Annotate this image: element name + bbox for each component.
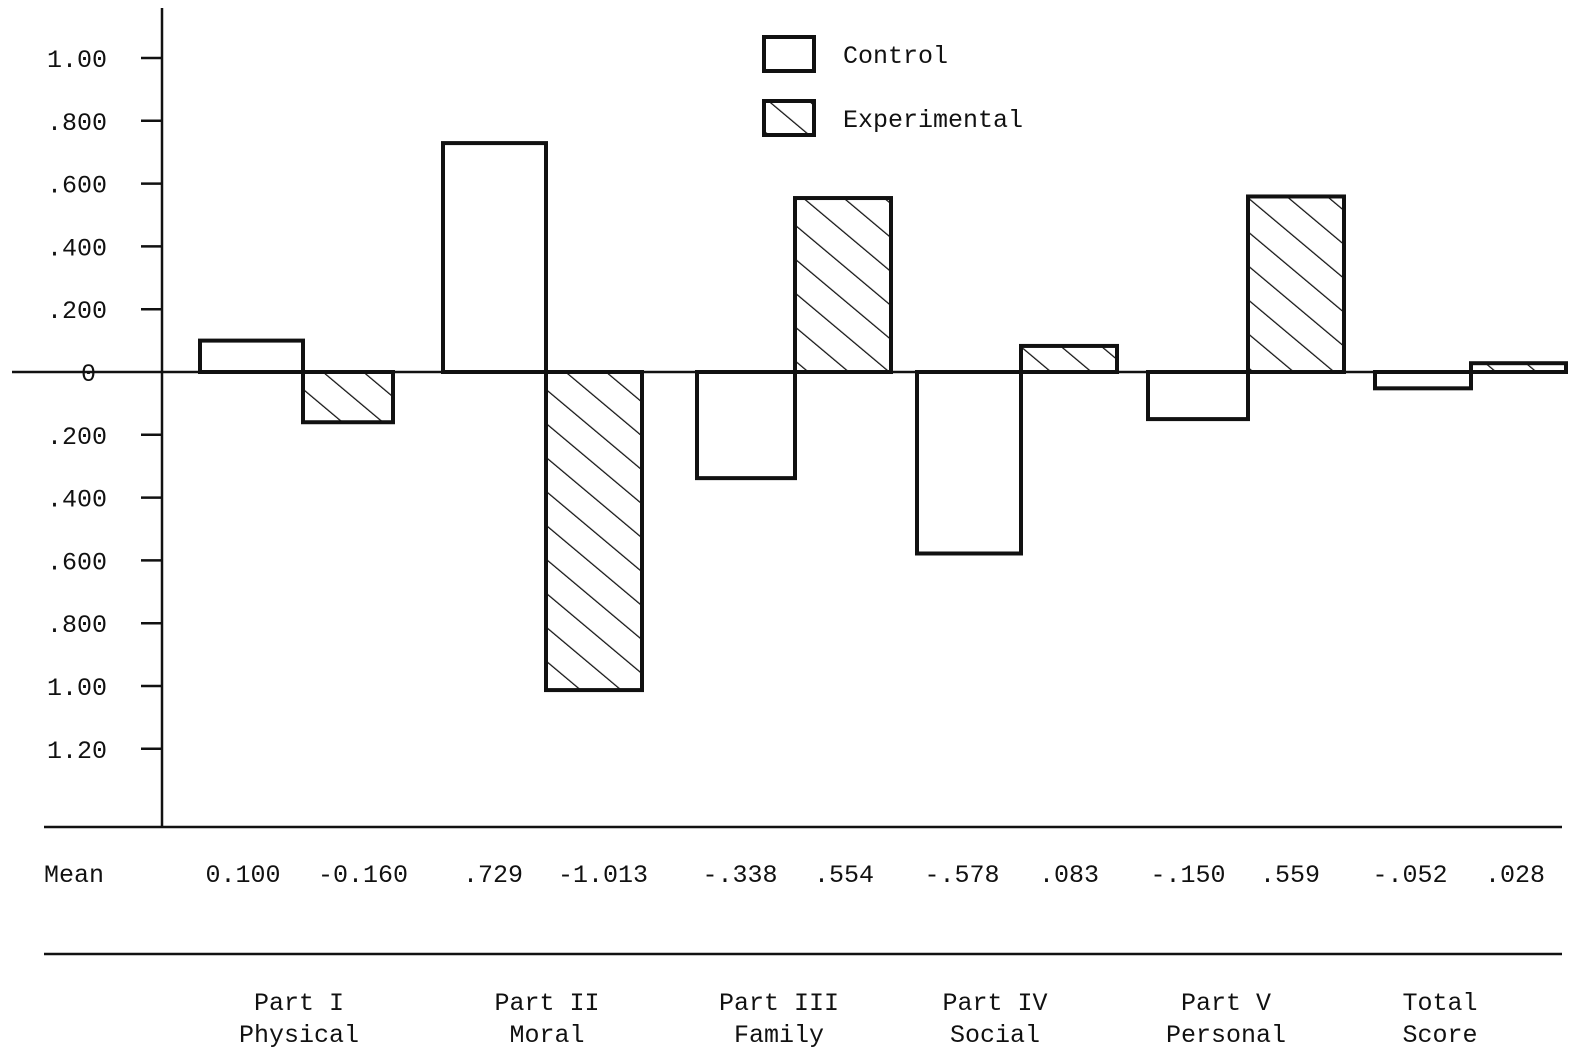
y-tick-label: .600 <box>47 548 107 577</box>
category-label-line1: Total <box>1402 989 1477 1018</box>
control-bar-6 <box>1373 370 1473 391</box>
axes <box>12 8 1562 956</box>
category-labels: Part I Physical Part II Moral Part III Family… <box>239 989 1478 1050</box>
category-label-line1: Part I <box>254 989 344 1018</box>
category-label-line1: Part III <box>719 989 839 1018</box>
y-tick-label: 1.00 <box>47 46 107 75</box>
control-bar-1 <box>198 338 305 375</box>
experimental-bar-4 <box>1019 343 1119 374</box>
mean-control-6: -.052 <box>1372 861 1447 890</box>
mean-experimental-3: .554 <box>814 861 874 890</box>
mean-control-3: -.338 <box>702 861 777 890</box>
legend-swatch-experimental <box>762 99 816 137</box>
y-tick-label: .800 <box>47 611 107 640</box>
category-label-line1: Part IV <box>942 989 1047 1018</box>
y-tick-label: .400 <box>47 234 107 263</box>
y-tick-label: .600 <box>47 172 107 201</box>
experimental-bar-2 <box>544 370 644 693</box>
mean-experimental-2: -1.013 <box>558 861 648 890</box>
control-bar-2 <box>441 141 548 374</box>
experimental-bar-3 <box>793 196 893 374</box>
experimental-bar-6 <box>1469 361 1568 375</box>
bars <box>198 141 1568 693</box>
mean-experimental-5: .559 <box>1260 861 1320 890</box>
legend: Control Experimental <box>762 35 1023 137</box>
mean-value-row: Mean 0.100 .729 -.338 -.578 -.150 -.052 -0.160… <box>44 861 1545 890</box>
control-bar-4 <box>915 370 1023 556</box>
y-tick-label: .200 <box>47 423 107 452</box>
category-label-line2: Moral <box>509 1021 584 1050</box>
y-tick-label: .800 <box>47 109 107 138</box>
control-bar-3 <box>695 370 797 481</box>
y-tick-label: .400 <box>47 486 107 515</box>
legend-label-control: Control <box>843 42 948 71</box>
mean-control-4: -.578 <box>924 861 999 890</box>
experimental-bar-1 <box>301 370 395 425</box>
y-axis-ticks: 1.00 .800 .600 .400 .200 0 .200 .400 .600 .800 1.0… <box>47 46 162 766</box>
category-label-line1: Part II <box>494 989 599 1018</box>
experimental-bar-5 <box>1246 194 1346 374</box>
mean-experimental-4: .083 <box>1039 861 1099 890</box>
legend-label-experimental: Experimental <box>843 106 1023 135</box>
mean-row-label: Mean <box>44 861 104 890</box>
control-bar-5 <box>1146 370 1250 422</box>
legend-swatch-control <box>762 35 816 73</box>
mean-control-2: .729 <box>463 861 523 890</box>
mean-control-5: -.150 <box>1150 861 1225 890</box>
category-label-line2: Physical <box>239 1021 359 1050</box>
category-label-line2: Score <box>1402 1021 1477 1050</box>
mean-experimental-6: .028 <box>1485 861 1545 890</box>
category-label-line2: Social <box>950 1021 1040 1050</box>
y-tick-label: 0 <box>81 360 96 389</box>
mean-control-1: 0.100 <box>205 861 280 890</box>
category-label-line1: Part V <box>1181 989 1271 1018</box>
category-label-line2: Family <box>734 1021 824 1050</box>
y-tick-label: 1.00 <box>47 674 107 703</box>
mean-experimental-1: -0.160 <box>318 861 408 890</box>
y-tick-label: .200 <box>47 297 107 326</box>
category-label-line2: Personal <box>1166 1021 1286 1050</box>
y-tick-label: 1.20 <box>47 737 107 766</box>
